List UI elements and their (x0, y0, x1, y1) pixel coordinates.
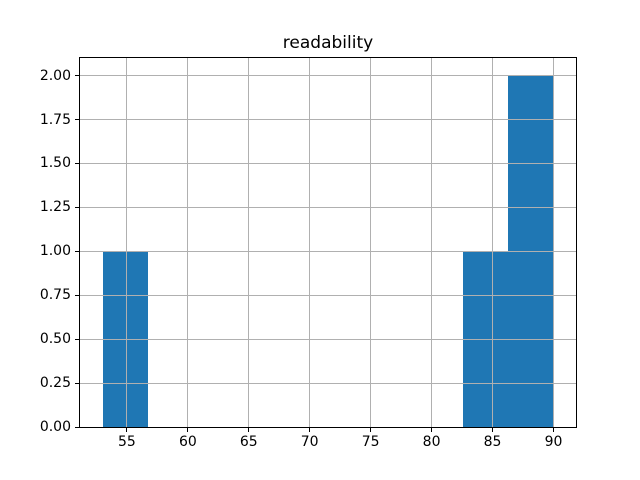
gridline-vertical (553, 58, 554, 427)
gridline-vertical (248, 58, 250, 427)
x-tick-label: 65 (239, 434, 258, 450)
gridline-vertical (492, 58, 493, 427)
y-tick-mark (75, 338, 79, 340)
y-tick-mark (75, 206, 79, 208)
gridline-vertical (126, 58, 128, 427)
x-tick-mark (431, 428, 433, 432)
y-tick-mark (75, 162, 79, 164)
y-tick-label: 1.25 (39, 199, 71, 216)
gridline-horizontal (80, 338, 576, 340)
chart-title: readability (282, 33, 374, 53)
gridline-horizontal (80, 162, 576, 164)
gridline-vertical (431, 58, 433, 427)
y-tick-mark (75, 75, 79, 77)
y-tick-label: 0.00 (39, 419, 71, 435)
gridline-horizontal (80, 119, 576, 120)
x-tick-mark (126, 428, 128, 432)
y-tick-mark (75, 382, 79, 384)
x-tick-mark (370, 428, 372, 432)
y-tick-label: 1.75 (39, 111, 71, 128)
x-tick-mark (553, 428, 554, 432)
gridline-horizontal (80, 250, 576, 252)
x-tick-mark (187, 428, 189, 432)
plot-area (79, 57, 577, 428)
gridline-vertical (187, 58, 189, 427)
x-tick-mark (309, 428, 311, 432)
gridline-horizontal (80, 206, 576, 208)
y-tick-mark (75, 426, 79, 428)
y-tick-label: 1.00 (39, 243, 71, 260)
y-tick-label: 1.50 (39, 155, 71, 172)
y-tick-mark (75, 250, 79, 252)
gridline-vertical (309, 58, 311, 427)
x-tick-label: 85 (483, 434, 502, 450)
gridline-vertical (370, 58, 372, 427)
y-tick-label: 0.25 (39, 375, 71, 392)
x-tick-label: 90 (544, 434, 563, 450)
x-tick-label: 60 (178, 434, 197, 450)
x-tick-label: 70 (300, 434, 319, 450)
y-tick-label: 2.00 (39, 67, 71, 84)
y-tick-mark (75, 119, 79, 120)
y-tick-label: 0.75 (39, 287, 71, 304)
y-tick-label: 0.50 (39, 331, 71, 348)
gridline-horizontal (80, 426, 576, 427)
x-tick-label: 55 (117, 434, 136, 450)
y-tick-mark (75, 294, 79, 296)
x-tick-mark (248, 428, 250, 432)
gridline-horizontal (80, 294, 576, 296)
x-tick-label: 80 (422, 434, 441, 450)
x-tick-mark (492, 428, 493, 432)
gridline-horizontal (80, 382, 576, 384)
x-tick-label: 75 (361, 434, 380, 450)
gridline-horizontal (80, 75, 576, 77)
